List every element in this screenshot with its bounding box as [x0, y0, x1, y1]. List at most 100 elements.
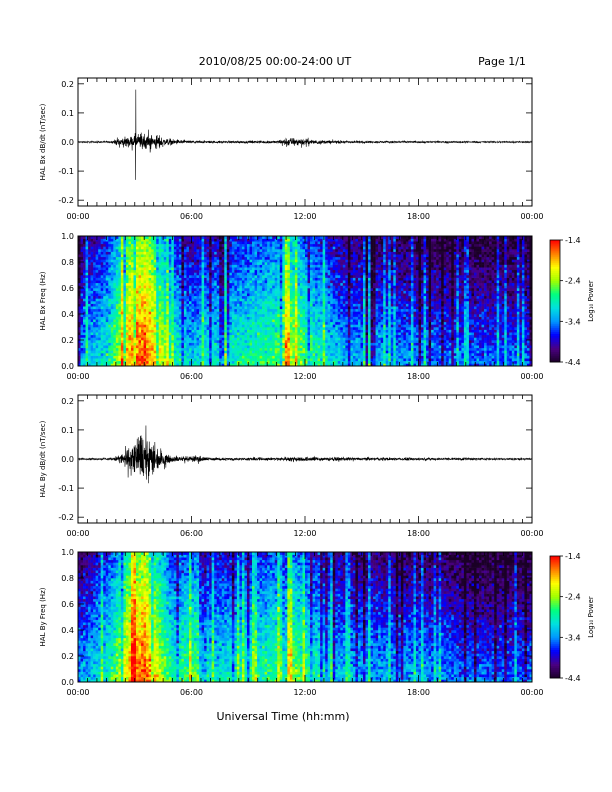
spectrogram-cell — [204, 246, 207, 250]
spectrogram-cell — [130, 311, 134, 315]
spectrogram-cell — [113, 347, 117, 351]
spectrogram-cell — [191, 342, 195, 346]
spectrogram-cell — [287, 290, 291, 294]
spectrogram-cell — [234, 350, 238, 354]
spectrogram-cell — [315, 264, 318, 268]
spectrogram-cell — [262, 251, 265, 255]
spectrogram-cell — [130, 238, 134, 242]
spectrogram-cell — [83, 264, 86, 268]
spectrogram-cell — [93, 329, 96, 333]
spectrogram-cell — [264, 293, 268, 297]
spectrogram-cell — [95, 358, 99, 362]
spectrogram-cell — [171, 264, 175, 268]
spectrogram-cell — [133, 254, 137, 258]
spectrogram-cell — [181, 275, 185, 278]
spectrogram-cell — [224, 347, 228, 351]
spectrogram-cell — [123, 327, 127, 330]
spectrogram-cell — [115, 295, 119, 299]
spectrogram-cell — [196, 363, 200, 367]
spectrogram-cell — [274, 324, 278, 328]
spectrogram-cell — [315, 288, 318, 291]
spectrogram-cell — [234, 282, 238, 286]
spectrogram-cell — [173, 350, 177, 354]
spectrogram-cell — [90, 259, 94, 263]
spectrogram-cell — [194, 293, 197, 297]
spectrogram-cell — [299, 238, 303, 242]
spectrogram-cell — [183, 251, 187, 255]
spectrogram-cell — [98, 347, 101, 351]
spectrogram-cell — [254, 319, 258, 323]
spectrogram-cell — [168, 324, 172, 328]
spectrogram-cell — [214, 316, 218, 320]
spectrogram-cell — [272, 272, 276, 276]
spectrogram-cell — [115, 277, 119, 281]
spectrogram-cell — [166, 340, 170, 343]
spectrogram-cell — [151, 327, 154, 330]
spectrogram-cell — [166, 238, 170, 242]
spectrogram-cell — [125, 347, 129, 351]
y-tick-label: 0.2 — [61, 80, 74, 89]
spectrogram-cell — [136, 358, 139, 362]
spectrogram-cell — [279, 358, 283, 362]
spectrogram-cell — [231, 324, 235, 328]
spectrogram-cell — [173, 363, 177, 367]
spectrogram-cell — [312, 303, 316, 307]
spectrogram-cell — [148, 264, 152, 268]
spectrogram-cell — [136, 288, 139, 291]
spectrogram-cell — [307, 324, 311, 328]
spectrogram-cell — [88, 342, 91, 346]
spectrogram-cell — [196, 264, 200, 268]
spectrogram-cell — [216, 329, 220, 333]
spectrogram-cell — [231, 249, 235, 252]
spectrogram-cell — [199, 345, 202, 349]
spectrogram-cell — [236, 251, 240, 255]
spectrogram-cell — [120, 332, 124, 336]
spectrogram-cell — [146, 254, 149, 258]
spectrogram-cell — [83, 303, 86, 307]
spectrogram-cell — [297, 249, 301, 252]
spectrogram-cell — [98, 249, 101, 252]
spectrogram-cell — [302, 241, 306, 245]
spectrogram-cell — [186, 334, 190, 338]
spectrogram-cell — [138, 316, 142, 320]
spectrogram-cell — [216, 280, 220, 284]
spectrogram-cell — [183, 303, 187, 307]
spectrogram-cell — [236, 249, 240, 252]
spectrogram-cell — [196, 353, 200, 356]
spectrogram-cell — [201, 321, 205, 325]
spectrogram-cell — [153, 332, 157, 336]
spectrogram-cell — [267, 256, 270, 260]
spectrogram-cell — [204, 303, 207, 307]
spectrogram-cell — [315, 332, 318, 336]
spectrogram-cell — [269, 358, 273, 362]
spectrogram-cell — [257, 355, 260, 359]
spectrogram-cell — [274, 262, 278, 265]
spectrogram-cell — [305, 308, 308, 312]
spectrogram-cell — [231, 355, 235, 359]
spectrogram-cell — [320, 267, 323, 271]
spectrogram-cell — [138, 262, 142, 265]
spectrogram-cell — [108, 267, 112, 271]
spectrogram-cell — [310, 290, 313, 294]
spectrogram-cell — [90, 238, 94, 242]
spectrogram-cell — [93, 290, 96, 294]
spectrogram-cell — [209, 272, 212, 276]
spectrogram-cell — [103, 314, 107, 317]
spectrogram-cell — [312, 337, 316, 341]
spectrogram-cell — [249, 275, 253, 278]
spectrogram-cell — [317, 256, 321, 260]
spectrogram-cell — [239, 264, 243, 268]
spectrogram-cell — [282, 269, 286, 273]
spectrogram-cell — [297, 345, 301, 349]
spectrogram-cell — [249, 342, 253, 346]
spectrogram-cell — [224, 316, 228, 320]
spectrogram-cell — [214, 246, 218, 250]
spectrogram-cell — [287, 243, 291, 247]
spectrogram-cell — [130, 360, 134, 364]
spectrogram-cell — [299, 277, 303, 281]
spectrogram-cell — [153, 316, 157, 320]
spectrogram-cell — [264, 236, 268, 239]
spectrogram-cell — [115, 314, 119, 317]
spectrogram-cell — [302, 303, 306, 307]
spectrogram-cell — [297, 334, 301, 338]
